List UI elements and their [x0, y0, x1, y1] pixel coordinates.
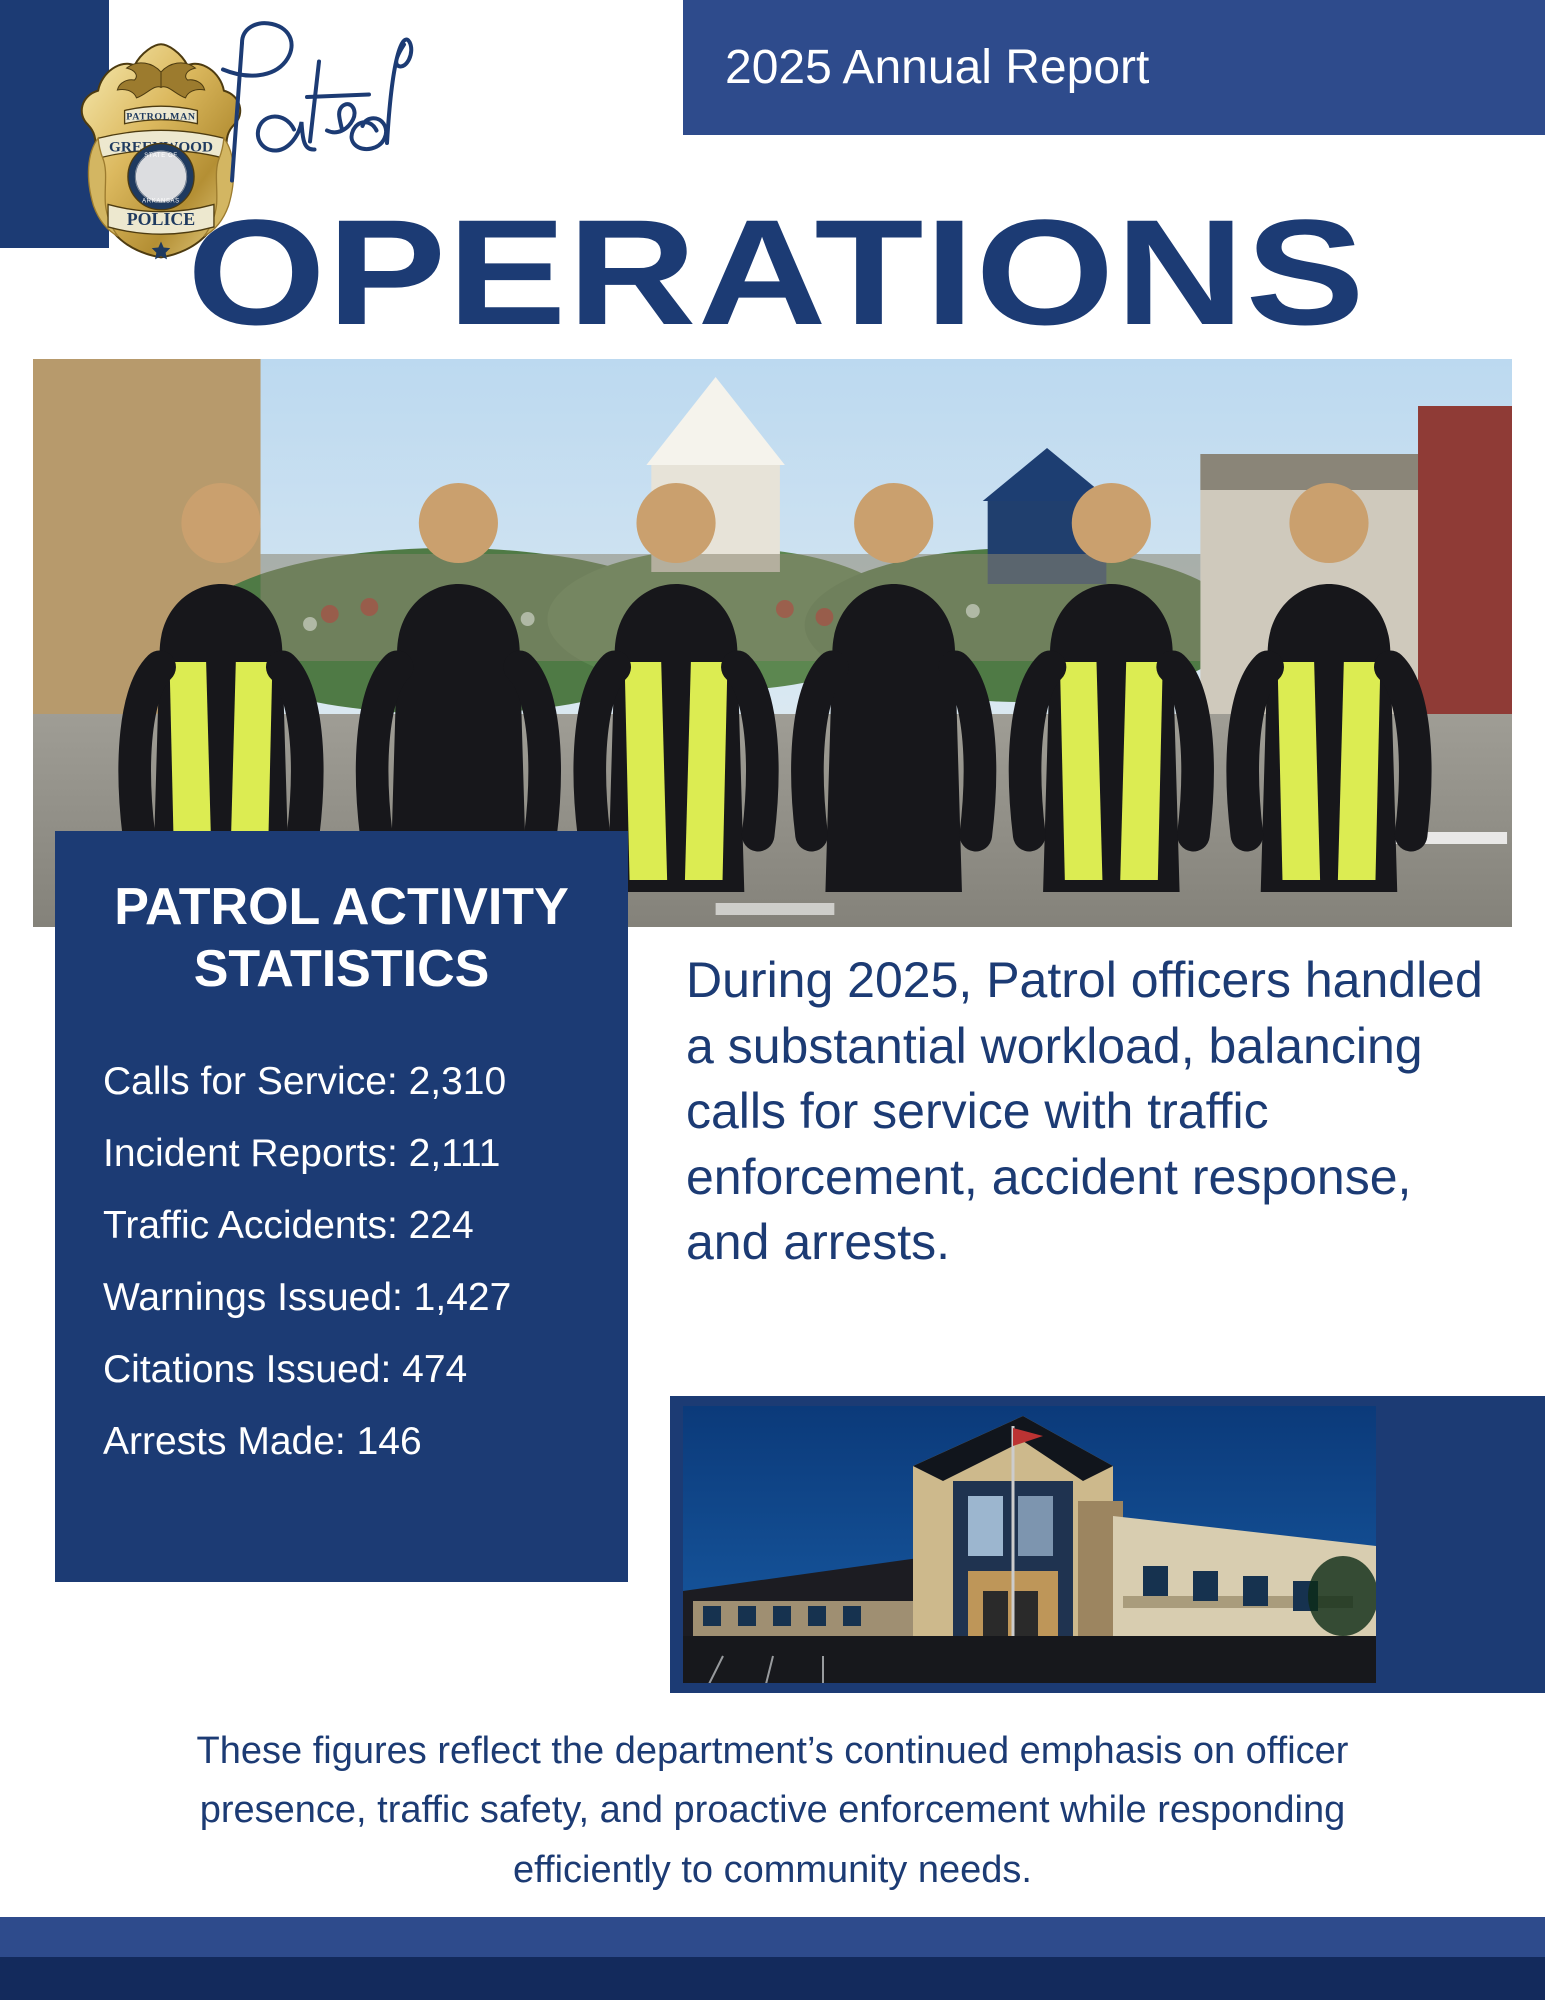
svg-text:STATE OF: STATE OF — [144, 153, 177, 159]
svg-text:ARKANSAS: ARKANSAS — [142, 198, 180, 204]
